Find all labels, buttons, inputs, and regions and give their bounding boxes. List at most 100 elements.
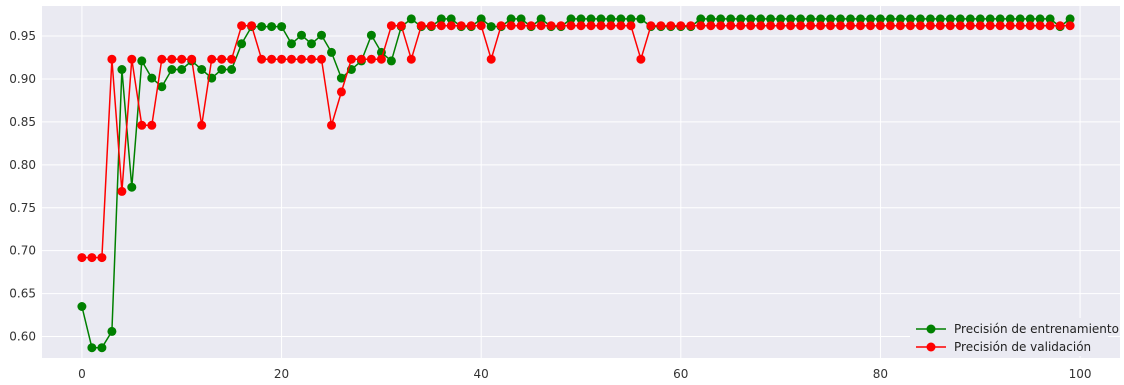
data-point (636, 14, 646, 24)
data-point (327, 47, 336, 57)
data-point (766, 21, 776, 31)
data-point (676, 21, 686, 31)
data-point (586, 14, 596, 24)
data-point (646, 21, 656, 31)
data-point (1065, 14, 1075, 24)
data-point (626, 14, 636, 24)
data-point (925, 14, 935, 24)
data-point (955, 21, 965, 31)
data-point (945, 14, 955, 24)
data-point (716, 21, 726, 31)
data-point (217, 65, 227, 74)
data-point (806, 14, 816, 24)
y-tick-label: 0.60 (9, 330, 36, 344)
data-point (87, 343, 97, 353)
data-point (915, 21, 925, 31)
data-point (506, 21, 516, 31)
x-tick-label: 100 (1069, 367, 1092, 381)
data-point (846, 21, 855, 31)
data-point (1045, 21, 1055, 31)
data-point (297, 30, 306, 40)
legend-entry-val: Precisión de validación (916, 340, 1091, 354)
data-point (327, 120, 336, 130)
data-point (696, 21, 706, 31)
data-point (257, 54, 267, 64)
data-point (277, 22, 287, 32)
data-point (137, 120, 147, 130)
data-point (696, 14, 706, 24)
data-point (915, 14, 925, 24)
data-point (1025, 14, 1035, 24)
legend-box (910, 318, 1108, 356)
data-point (866, 14, 875, 24)
data-point (177, 54, 187, 64)
data-point (1005, 14, 1015, 24)
data-point (227, 65, 237, 74)
data-point (965, 21, 975, 31)
data-point (1025, 21, 1035, 31)
data-point (546, 21, 556, 31)
data-point (905, 21, 915, 31)
data-point (875, 21, 885, 31)
data-point (97, 253, 107, 263)
data-point (247, 21, 257, 31)
data-point (606, 21, 616, 31)
data-point (706, 14, 716, 24)
data-point (1055, 21, 1065, 31)
x-axis-ticks: 0 20 40 60 80 100 (78, 367, 1091, 381)
data-point (756, 14, 766, 24)
data-point (486, 54, 496, 64)
data-point (237, 39, 247, 49)
data-point (536, 21, 546, 31)
data-point (1015, 21, 1025, 31)
data-point (776, 14, 786, 24)
data-point (346, 54, 356, 64)
data-point (836, 14, 845, 24)
data-point (157, 54, 167, 64)
data-point (856, 21, 865, 31)
data-point (267, 22, 277, 32)
data-point (556, 21, 566, 31)
x-tick-label: 20 (274, 367, 289, 381)
data-point (935, 21, 945, 31)
data-point (895, 21, 905, 31)
data-point (616, 21, 626, 31)
data-point (885, 14, 895, 24)
y-tick-label: 0.65 (9, 287, 36, 301)
data-point (97, 343, 107, 353)
data-point (746, 21, 756, 31)
data-point (167, 65, 177, 74)
data-point (586, 21, 596, 31)
data-point (716, 14, 726, 24)
data-point (746, 14, 756, 24)
data-point (197, 65, 207, 74)
x-tick-label: 60 (673, 367, 688, 381)
data-point (1035, 14, 1045, 24)
data-point (147, 73, 157, 83)
data-point (536, 14, 546, 24)
data-point (786, 21, 796, 31)
data-point (107, 326, 117, 336)
data-point (816, 21, 826, 31)
data-point (297, 54, 306, 64)
y-tick-label: 0.75 (9, 201, 36, 215)
data-point (576, 14, 586, 24)
data-point (167, 54, 177, 64)
data-point (826, 21, 835, 31)
legend-entry-train: Precisión de entrenamiento (916, 322, 1119, 336)
data-point (975, 14, 985, 24)
data-point (197, 120, 207, 130)
series-line-0 (81, 18, 1071, 349)
data-point (317, 54, 326, 64)
data-point (995, 21, 1005, 31)
data-point (87, 253, 97, 263)
data-point (846, 14, 855, 24)
data-point (227, 54, 237, 64)
data-point (426, 21, 436, 31)
data-point (726, 21, 736, 31)
data-point (736, 14, 746, 24)
y-tick-label: 0.90 (9, 72, 36, 86)
data-point (606, 14, 616, 24)
data-point (985, 21, 995, 31)
